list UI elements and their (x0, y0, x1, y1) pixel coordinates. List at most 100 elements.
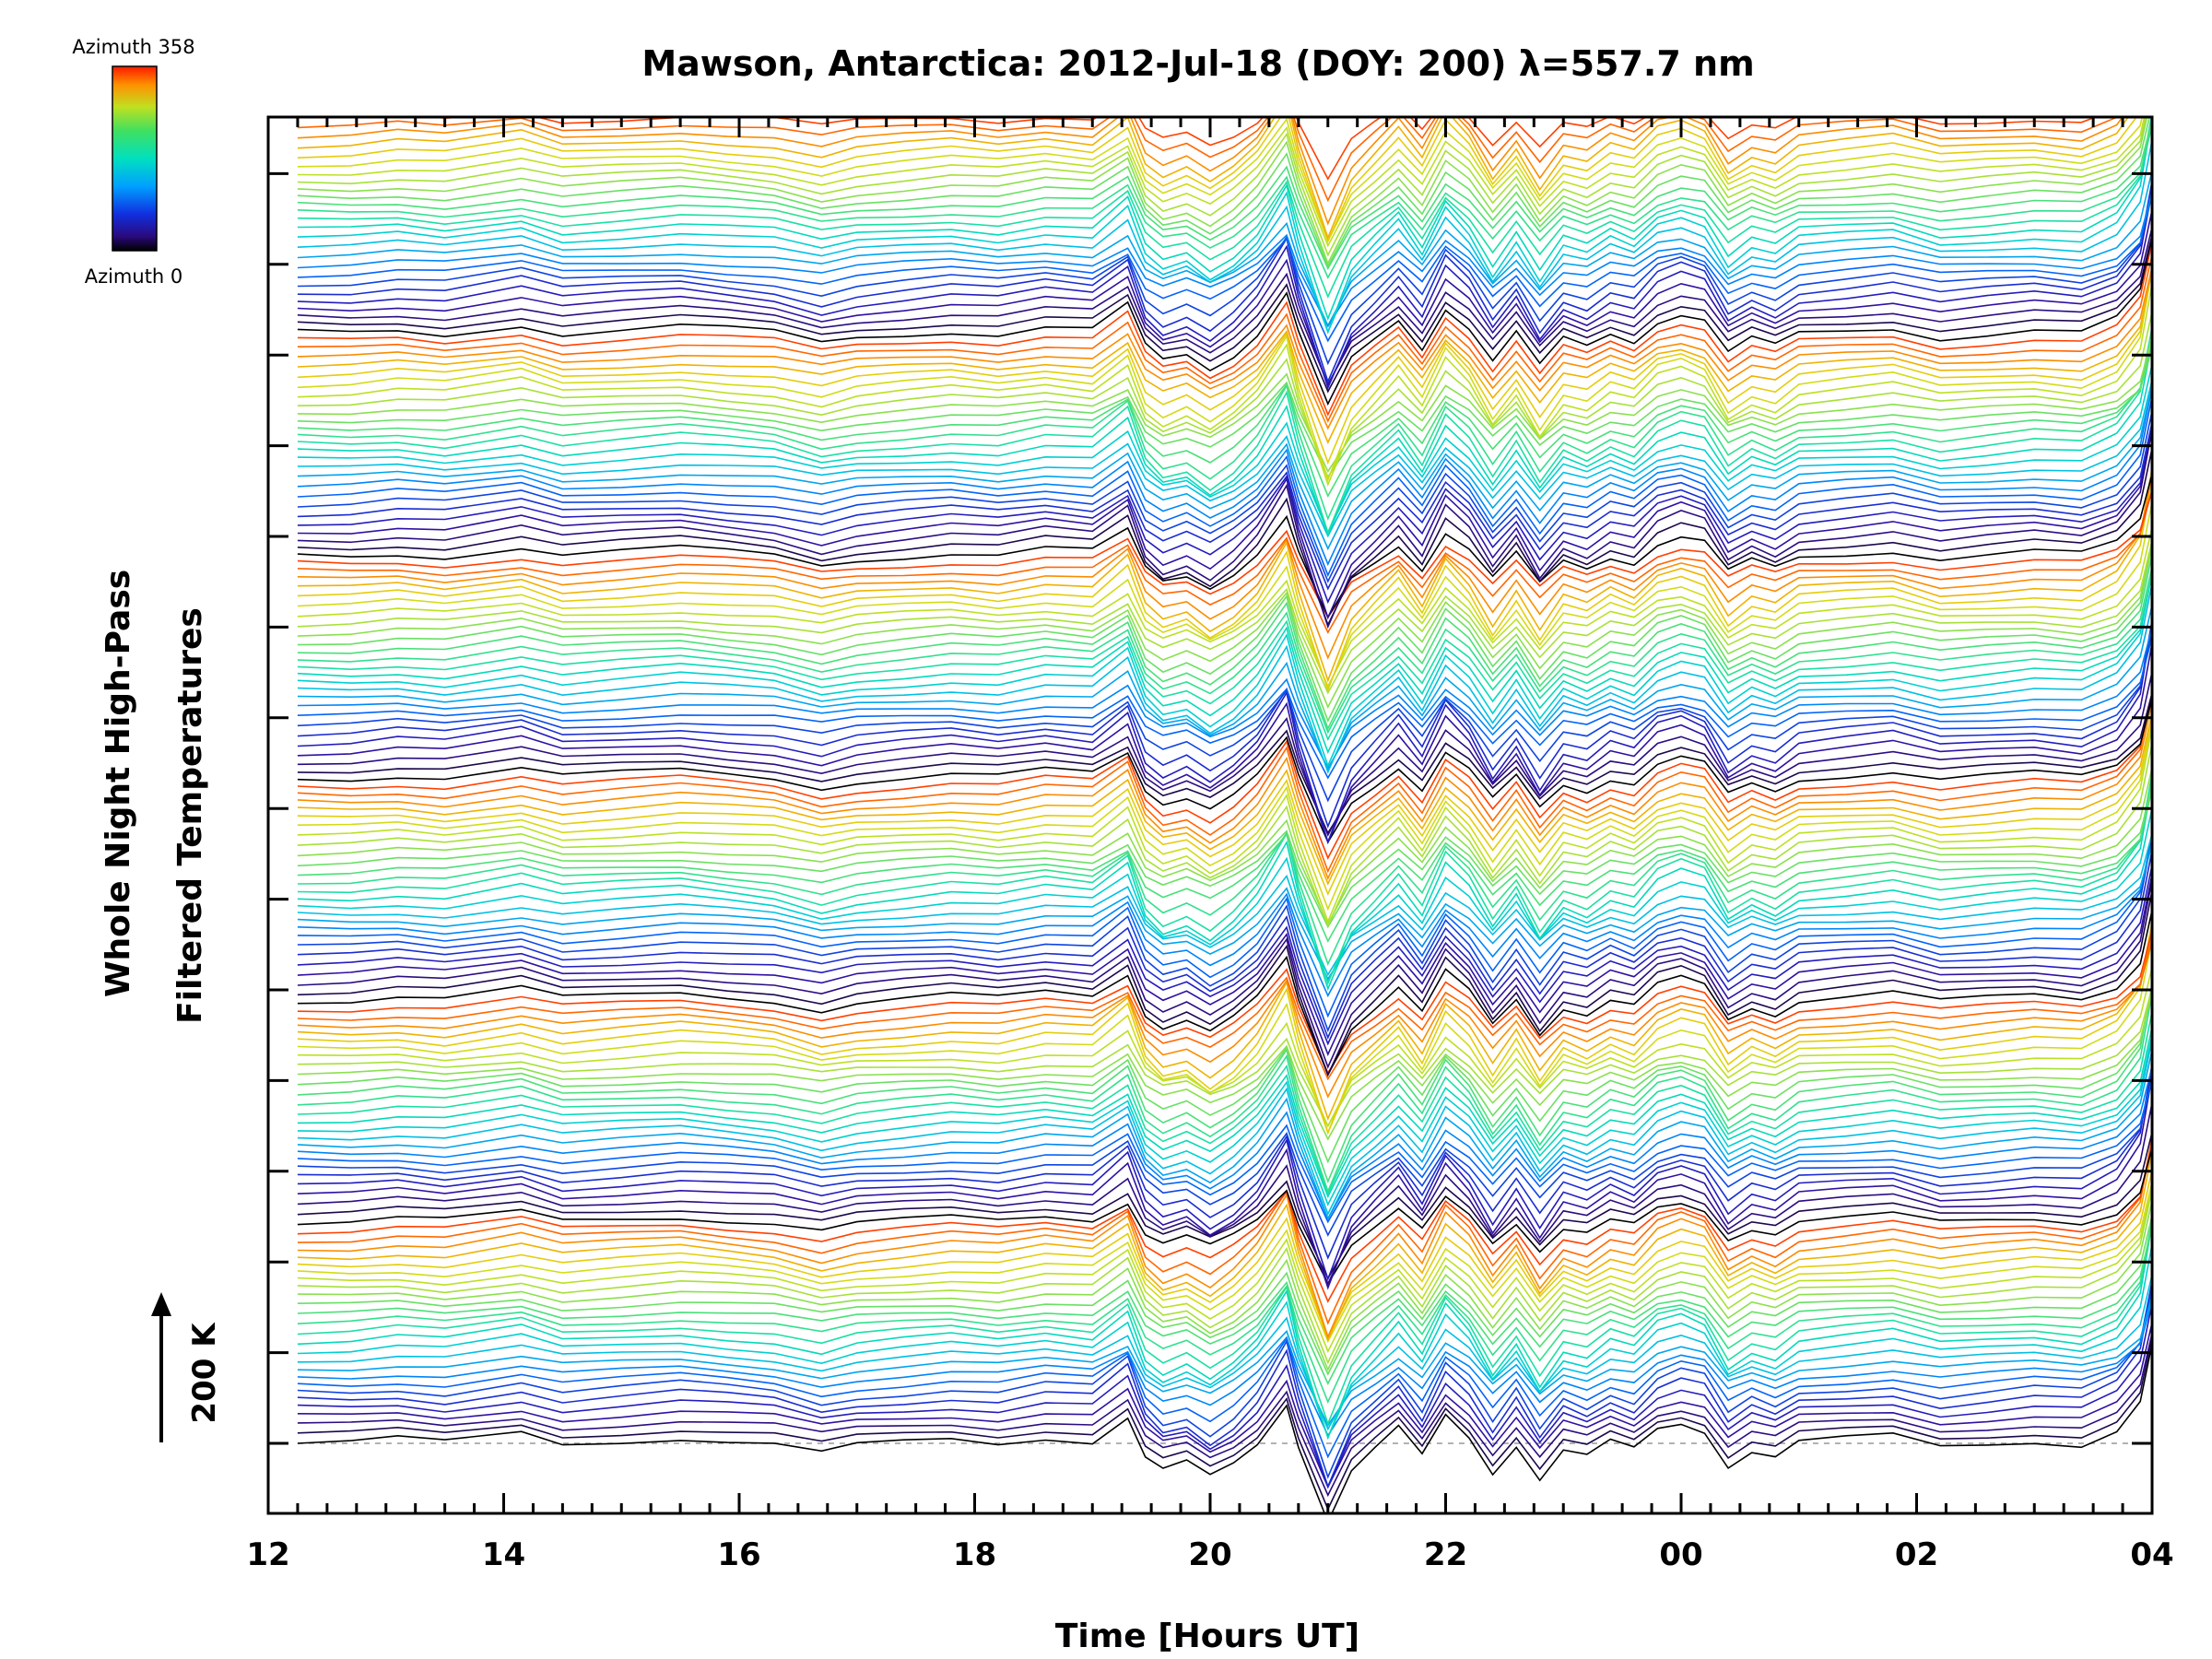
trace-line (297, 1200, 2152, 1371)
trace-line (297, 573, 2152, 742)
trace-line (297, 1297, 2152, 1427)
trace-line (297, 1151, 2152, 1342)
trace-line (297, 120, 2152, 299)
trace-line (297, 1303, 2152, 1489)
trace-line (297, 467, 2152, 683)
trace-line (297, 1040, 2152, 1217)
trace-line (297, 725, 2152, 924)
trace-line (297, 1333, 2152, 1498)
trace-line (297, 448, 2152, 627)
trace-line (297, 181, 2152, 384)
trace-line (297, 789, 2152, 943)
trace-line (297, 712, 2152, 886)
trace-line (297, 1280, 2152, 1479)
trace-line (297, 185, 2152, 366)
trace-line (297, 692, 2152, 835)
trace-line (297, 850, 2152, 1040)
trace-line (297, 743, 2152, 928)
trace-line (297, 637, 2152, 780)
trace-line (297, 671, 2152, 837)
trace-line (297, 554, 2152, 731)
trace-line (297, 1336, 2152, 1512)
trace-line (297, 337, 2152, 474)
trace-line (297, 922, 2152, 1122)
trace-line (297, 1070, 2152, 1260)
trace-line (297, 117, 2152, 322)
trace-line (297, 910, 2152, 1077)
scale-bar-label: 200 K (186, 1322, 223, 1424)
trace-line (297, 540, 2152, 695)
trace-line (297, 266, 2152, 430)
trace-line (297, 1132, 2152, 1280)
trace-line (297, 545, 2152, 724)
x-tick-label: 12 (246, 1536, 289, 1573)
trace-line (297, 993, 2152, 1194)
trace-line (297, 938, 2152, 1135)
trace-line (297, 966, 2152, 1128)
trace-line (297, 1065, 2152, 1221)
trace-line (297, 1218, 2152, 1426)
chart-title: Mawson, Antarctica: 2012-Jul-18 (DOY: 20… (641, 43, 1754, 84)
trace-line (297, 526, 2152, 688)
trace-line (297, 1080, 2152, 1237)
trace-line (297, 396, 2152, 578)
trace-line (297, 1185, 2152, 1354)
trace-line (297, 117, 2118, 203)
trace-line (297, 1225, 2152, 1385)
trace-line (297, 1215, 2152, 1376)
trace-line (297, 271, 2152, 444)
trace-line (297, 642, 2152, 845)
trace-line (297, 701, 2152, 881)
trace-line (297, 1223, 2152, 1441)
trace-line (297, 380, 2152, 538)
trace-line (297, 117, 2150, 268)
trace-line (297, 939, 2152, 1081)
trace-line (297, 1224, 2152, 1405)
trace-line (297, 1065, 2152, 1281)
trace-line (297, 566, 2152, 735)
trace-line (297, 501, 2152, 690)
trace-line (297, 117, 2147, 257)
trace-line (297, 340, 2152, 498)
colorbar: Azimuth 358 Azimuth 0 (72, 36, 194, 288)
trace-line (297, 582, 2152, 774)
trace-line (297, 311, 2152, 480)
trace-line (297, 720, 2152, 912)
trace-line (297, 718, 2152, 896)
trace-line (297, 890, 2152, 1077)
trace-line (297, 841, 2152, 998)
trace-line (297, 986, 2152, 1164)
trace-line (297, 987, 2152, 1128)
trace-line (297, 1274, 2152, 1431)
trace-line (297, 473, 2152, 619)
trace-line (297, 772, 2152, 986)
trace-line (297, 837, 2152, 1033)
trace-line (297, 1034, 2152, 1206)
trace-line (297, 476, 2152, 660)
trace-line (297, 253, 2152, 423)
y-axis-label-line-2: Filtered Temperatures (171, 607, 209, 1024)
trace-line (297, 930, 2152, 1075)
scale-arrow-head (151, 1292, 171, 1316)
trace-line (297, 786, 2152, 929)
trace-line (297, 934, 2152, 1099)
x-tick-label: 04 (2130, 1536, 2173, 1573)
trace-group (297, 117, 2152, 1513)
trace-line (297, 627, 2152, 771)
trace-line (297, 268, 2152, 482)
trace-line (297, 1322, 2152, 1489)
trace-line (297, 422, 2152, 591)
trace-line (297, 488, 2152, 634)
trace-line (297, 117, 2143, 243)
trace-line (297, 879, 2152, 1069)
x-tick-label: 00 (1659, 1536, 1702, 1573)
trace-line (297, 1145, 2152, 1303)
trace-line (297, 194, 2152, 343)
trace-line (297, 241, 2152, 417)
trace-line (297, 423, 2152, 620)
trace-line (297, 1102, 2152, 1287)
trace-line (297, 326, 2152, 535)
trace-line (297, 117, 2130, 241)
y-axis-label: Whole Night High-Pass Filtered Temperatu… (100, 570, 209, 1024)
